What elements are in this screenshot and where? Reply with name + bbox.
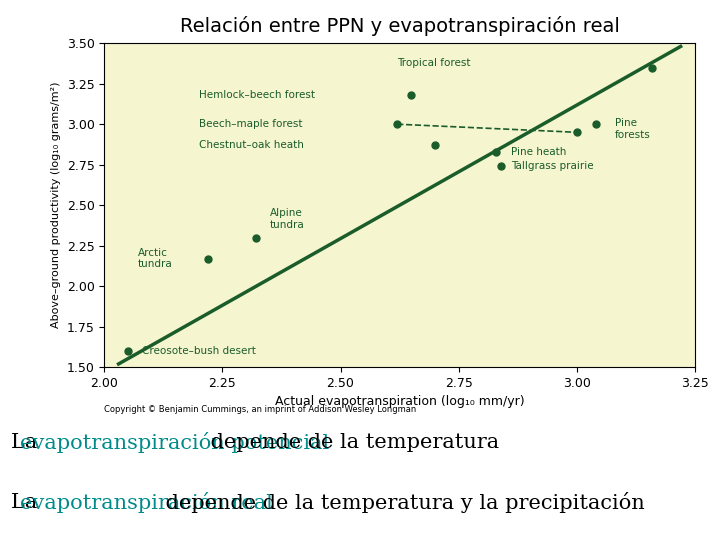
Text: Arctic
tundra: Arctic tundra [138,248,172,269]
X-axis label: Actual evapotranspiration (log₁₀ mm/yr): Actual evapotranspiration (log₁₀ mm/yr) [275,395,524,408]
Text: Copyright © Benjamin Cummings, an imprint of Addison Wesley Longman: Copyright © Benjamin Cummings, an imprin… [104,405,417,414]
Text: depende de la temperatura y la precipitación: depende de la temperatura y la precipita… [159,492,645,512]
Text: La: La [11,433,44,453]
Text: evapotranspiración real: evapotranspiración real [20,492,273,512]
Text: Tropical forest: Tropical forest [397,58,471,68]
Text: La: La [11,492,44,512]
Text: depende de la temperatura: depende de la temperatura [204,433,499,453]
Y-axis label: Above–ground productivity (log₁₀ grams/m²): Above–ground productivity (log₁₀ grams/m… [51,82,61,328]
Text: Tallgrass prairie: Tallgrass prairie [510,161,593,171]
Text: Creosote–bush desert: Creosote–bush desert [142,346,256,356]
Text: Pine heath: Pine heath [510,147,566,157]
Text: Chestnut–oak heath: Chestnut–oak heath [199,140,304,150]
Text: Pine
forests: Pine forests [614,118,650,140]
Text: Alpine
tundra: Alpine tundra [270,208,305,230]
Text: Beech–maple forest: Beech–maple forest [199,119,302,129]
Title: Relación entre PPN y evapotranspiración real: Relación entre PPN y evapotranspiración … [180,16,619,36]
Text: evapotranspiración potencial: evapotranspiración potencial [20,433,330,453]
Text: Hemlock–beech forest: Hemlock–beech forest [199,90,315,100]
